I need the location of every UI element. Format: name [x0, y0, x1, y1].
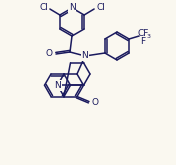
Text: N: N	[69, 3, 75, 13]
Text: O: O	[46, 50, 53, 59]
Text: N: N	[82, 51, 88, 61]
Text: O: O	[92, 98, 99, 107]
Text: Cl: Cl	[96, 3, 105, 13]
Text: CF: CF	[137, 30, 149, 38]
Text: F: F	[140, 36, 145, 46]
Text: N: N	[54, 81, 61, 90]
Text: Cl: Cl	[39, 3, 48, 13]
Text: 3: 3	[146, 33, 150, 38]
